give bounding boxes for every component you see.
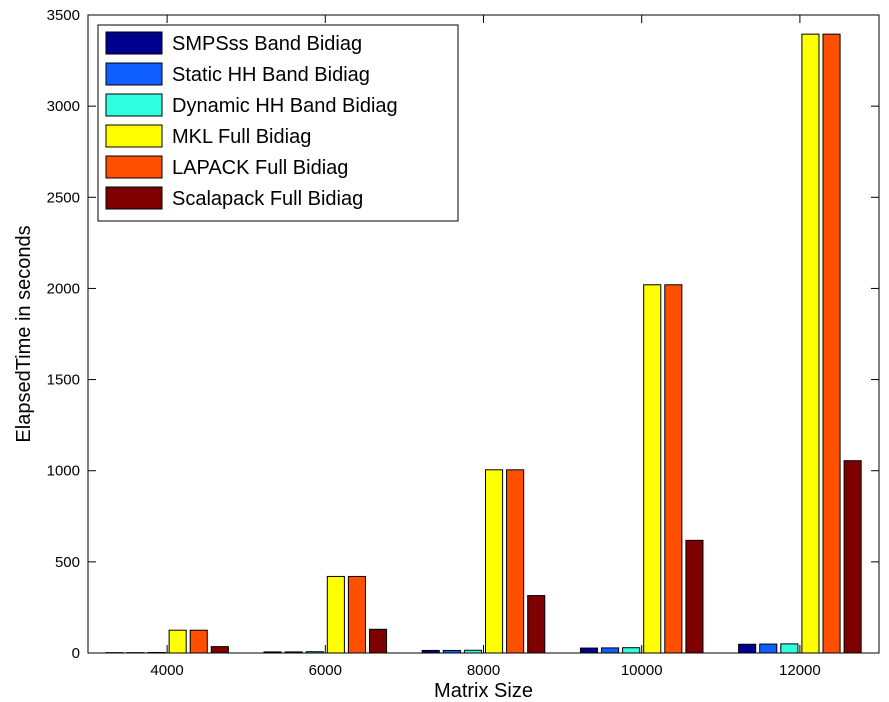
y-tick-label: 0 bbox=[72, 645, 80, 662]
legend-swatch bbox=[105, 62, 163, 86]
y-axis-title: ElapsedTime in seconds bbox=[13, 225, 35, 442]
bar bbox=[368, 628, 388, 654]
x-axis-title: Matrix Size bbox=[434, 680, 533, 702]
y-tick-label: 1000 bbox=[47, 463, 80, 480]
legend-label: MKL Full Bidiag bbox=[172, 126, 311, 148]
x-tick-label: 8000 bbox=[467, 662, 500, 679]
bar bbox=[210, 646, 229, 654]
bar bbox=[664, 284, 683, 654]
legend-swatch bbox=[105, 31, 163, 55]
bar bbox=[643, 284, 662, 654]
legend-label: SMPSss Band Bidiag bbox=[172, 33, 362, 55]
bar bbox=[527, 595, 546, 654]
legend-swatch bbox=[105, 155, 163, 179]
y-tick-label: 1500 bbox=[47, 372, 80, 389]
bars-layer bbox=[105, 33, 862, 654]
bar bbox=[485, 469, 504, 654]
legend-label: Scalapack Full Bidiag bbox=[172, 188, 363, 210]
bar bbox=[168, 629, 187, 654]
bar bbox=[326, 575, 345, 654]
y-tick-label: 2500 bbox=[47, 189, 80, 206]
x-tick-label: 4000 bbox=[150, 662, 183, 679]
y-tick-label: 500 bbox=[55, 554, 80, 571]
bar bbox=[801, 33, 820, 654]
x-tick-label: 6000 bbox=[309, 662, 342, 679]
legend-label: Dynamic HH Band Bidiag bbox=[172, 95, 398, 117]
y-tick-label: 3000 bbox=[47, 98, 80, 115]
bar bbox=[506, 469, 525, 654]
legend-swatch bbox=[105, 186, 163, 210]
legend: SMPSss Band Bidiag Static HH Band Bidiag D… bbox=[97, 24, 459, 222]
bar bbox=[759, 643, 778, 654]
legend-swatch bbox=[105, 93, 163, 117]
bar bbox=[622, 647, 641, 654]
legend-label: Static HH Band Bidiag bbox=[172, 64, 370, 86]
y-tick-label: 3500 bbox=[47, 7, 80, 24]
bar bbox=[822, 33, 841, 654]
bar bbox=[347, 575, 366, 654]
ticks-layer: 0 500 1000 1500 2000 2500 3000 3500 4000 6000 8000… bbox=[47, 7, 879, 679]
x-tick-label: 12000 bbox=[779, 662, 821, 679]
legend-swatch bbox=[105, 124, 163, 148]
legend-label: LAPACK Full Bidiag bbox=[172, 157, 348, 179]
x-tick-label: 10000 bbox=[621, 662, 663, 679]
y-tick-label: 2000 bbox=[47, 280, 80, 297]
bar bbox=[685, 539, 704, 654]
bar bbox=[780, 643, 799, 654]
bar bbox=[601, 647, 620, 654]
bar bbox=[579, 647, 599, 654]
bar bbox=[738, 643, 757, 654]
bar bbox=[843, 460, 862, 654]
bar bbox=[189, 629, 208, 654]
